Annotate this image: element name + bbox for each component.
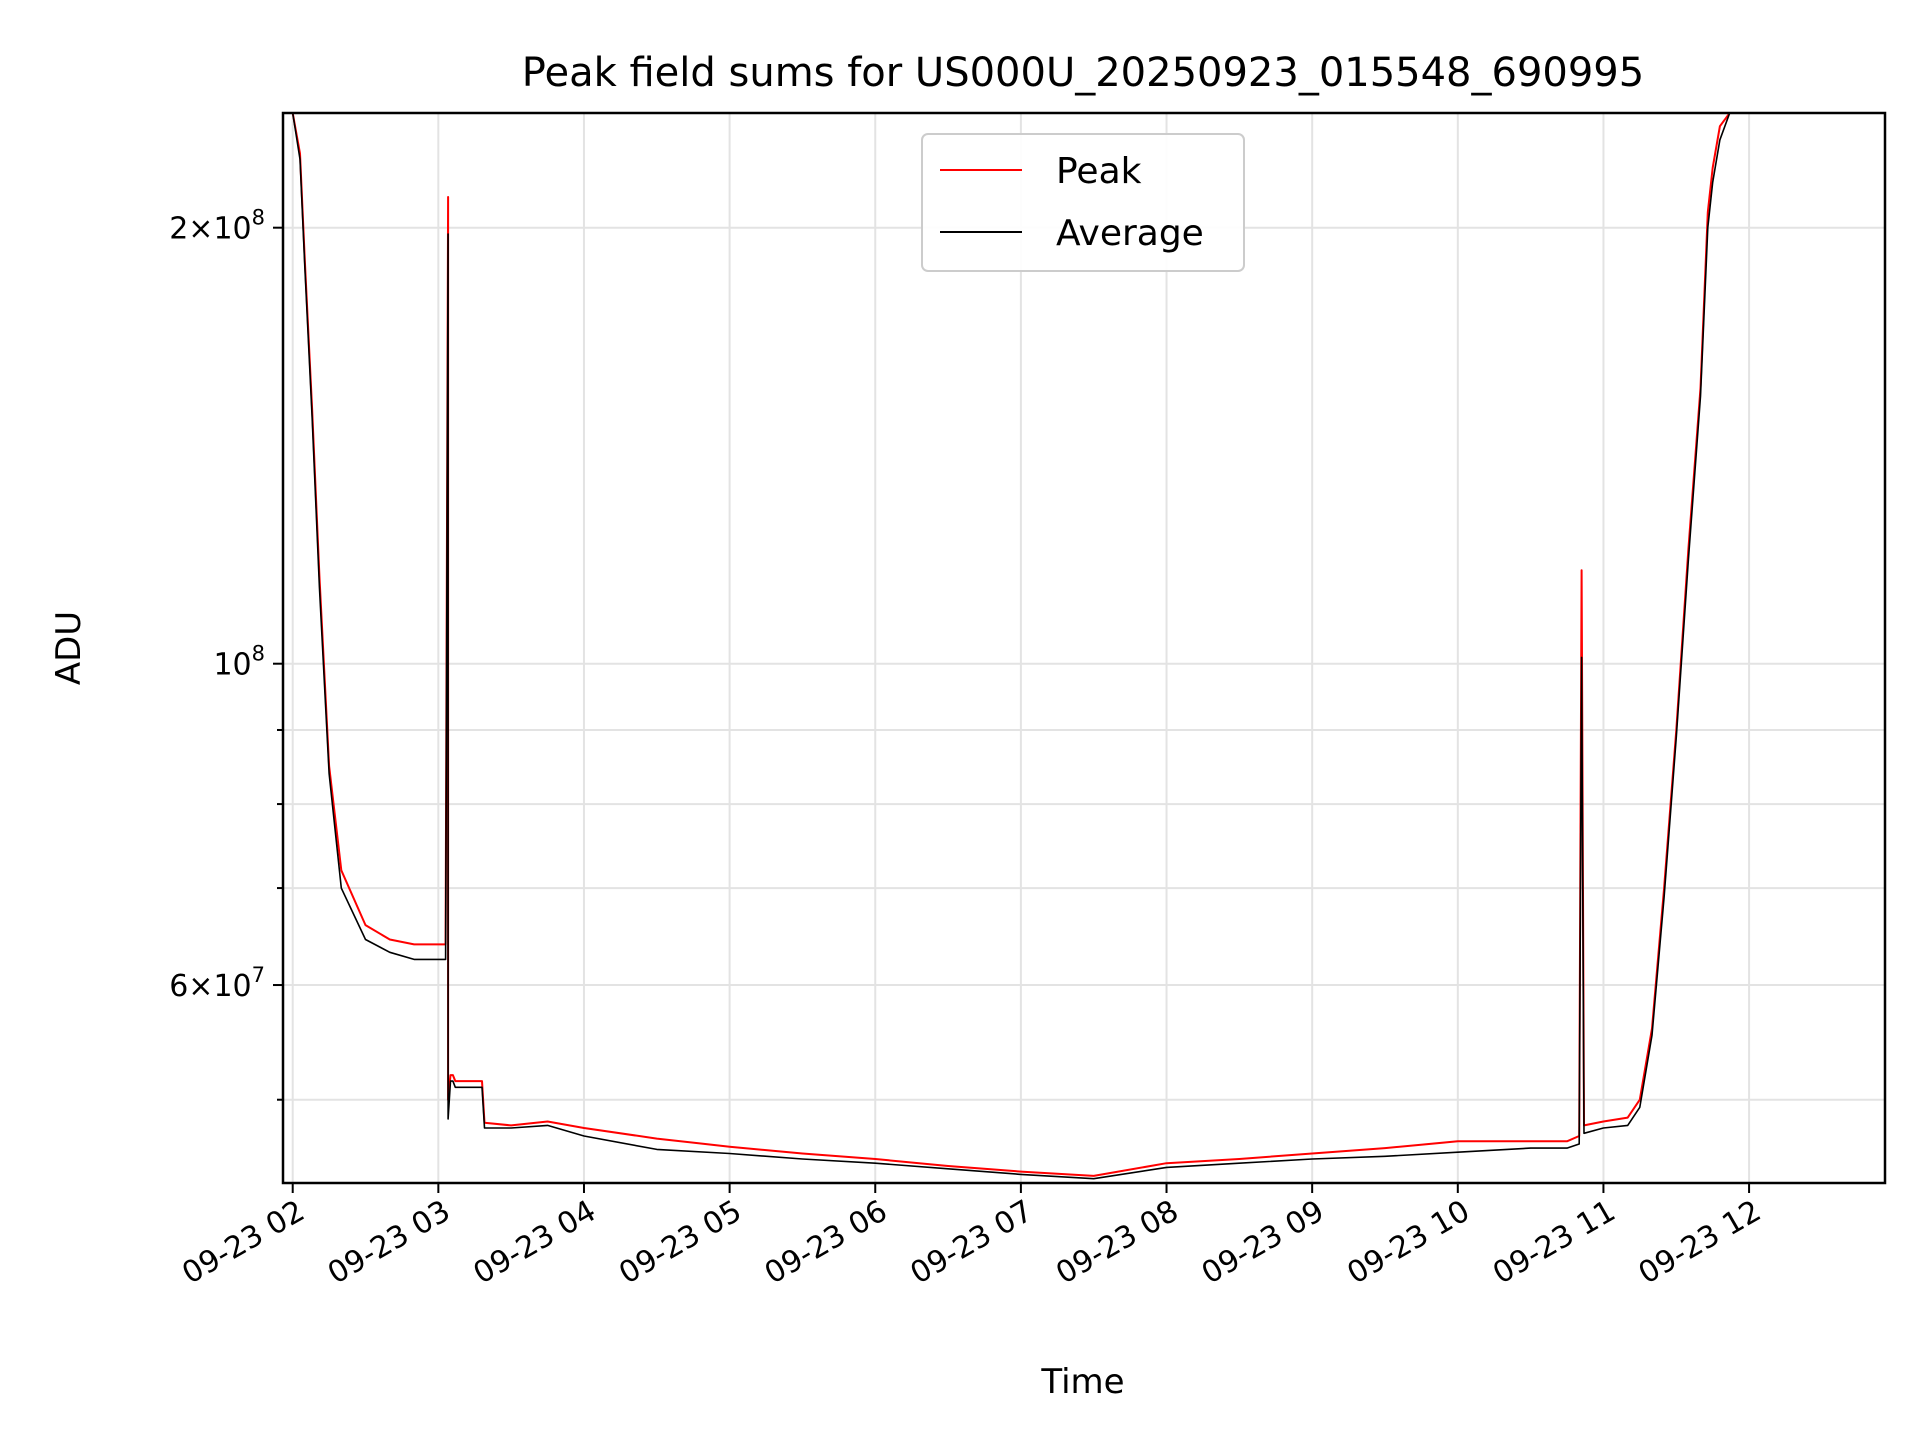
y-tick-label: 2×108	[169, 206, 265, 247]
series-layer	[283, 113, 1885, 1180]
y-axis-label: ADU	[49, 611, 89, 685]
y-tick-label: 6×107	[169, 963, 265, 1004]
y-tick-label: 108	[213, 642, 265, 683]
legend-label-peak: Peak	[1056, 151, 1142, 192]
y-axis-ticks: 2×108 108 6×107	[169, 206, 283, 1101]
legend-box	[921, 133, 1245, 272]
legend: Peak Average	[921, 133, 1245, 272]
plot-frame	[281, 111, 1887, 1185]
grid-lines	[283, 113, 1885, 1183]
x-axis-label: Time	[1040, 1362, 1124, 1402]
chart-title: Peak field sums for US000U_20250923_0155…	[522, 50, 1644, 96]
series-line-average	[283, 113, 1885, 1180]
legend-label-average: Average	[1056, 213, 1204, 254]
